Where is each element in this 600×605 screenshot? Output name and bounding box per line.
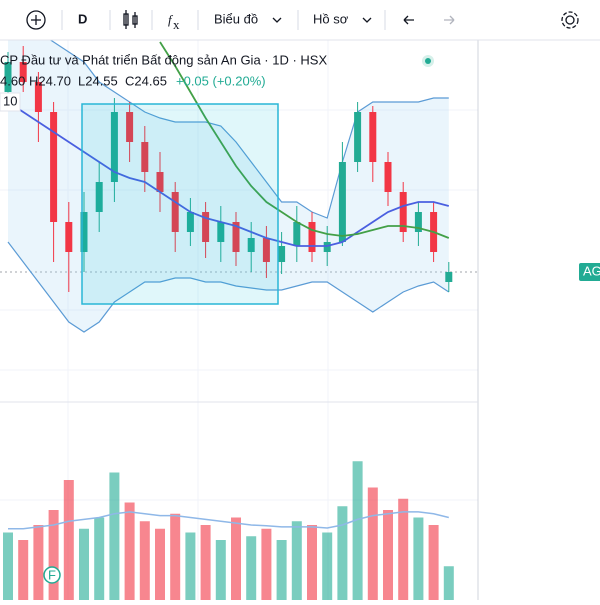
volume-bar [367, 487, 378, 600]
candle-body [262, 238, 270, 262]
undo-button[interactable] [403, 15, 414, 25]
volume-ma [8, 511, 449, 530]
redo-button[interactable] [444, 15, 455, 25]
candle-body [384, 162, 392, 192]
price-tag-bg [579, 263, 600, 281]
volume-bar [428, 525, 439, 600]
candle-body [141, 142, 149, 172]
price-tag: AG [583, 263, 600, 278]
candle-body [399, 192, 407, 232]
interval-button[interactable]: D [78, 11, 87, 26]
volume-bar [215, 540, 226, 600]
volume-bar [398, 498, 409, 600]
candle-body [80, 212, 88, 252]
volume-bar [48, 510, 59, 600]
candle-body [247, 238, 255, 252]
candle-body [126, 112, 134, 142]
ohlc-low: L24.55 [78, 73, 118, 88]
candle-body [50, 112, 58, 222]
volume-bar [155, 528, 165, 600]
volume-bar [63, 480, 74, 600]
event-marker-label: F [48, 567, 56, 582]
candle-body [19, 62, 27, 82]
ohlc-change: +0.05 (+0.20%) [176, 73, 266, 88]
symbol-title: CP Đầu tư và Phát triển Bất động sản An … [0, 52, 327, 67]
volume-bar [124, 502, 135, 600]
candle-body [186, 212, 194, 232]
candle-body [308, 222, 316, 252]
candle-body [354, 112, 362, 162]
candle-body [95, 182, 103, 212]
candle-body [414, 212, 422, 232]
chart-menu[interactable]: Biểu đồ [214, 11, 258, 26]
ohlc-open: 4.60 [0, 73, 25, 88]
volume-bar [276, 540, 287, 600]
candle-body [202, 212, 210, 242]
ohlc-high: H24.70 [29, 73, 71, 88]
band-fill [8, 22, 449, 332]
moving-average [159, 41, 450, 239]
volume-bar [261, 528, 272, 600]
volume-bar [443, 566, 454, 600]
settings-button[interactable] [565, 15, 575, 25]
band-upper [8, 21, 449, 219]
volume-bar [33, 525, 44, 600]
candle-body [156, 172, 164, 192]
event-marker[interactable] [43, 566, 61, 584]
band-lower [7, 241, 450, 333]
plot [3, 21, 454, 600]
indicator-box [0, 92, 21, 112]
profile-menu[interactable]: Hồ sơ [313, 11, 349, 26]
indicators-icon[interactable]: f [168, 12, 174, 27]
candle-body [4, 62, 12, 92]
volume-bar [246, 536, 257, 600]
indicators-icon-sub: x [173, 17, 180, 32]
volume-bar [231, 517, 241, 600]
ohlc-close: C24.65 [125, 73, 167, 88]
volume-bar [337, 506, 348, 600]
volume-bar [322, 532, 333, 600]
candle-body [65, 222, 73, 252]
volume-bar [185, 532, 196, 600]
volume-bar [170, 513, 181, 600]
candle-body [34, 82, 42, 112]
indicator-value: 10 [3, 93, 17, 108]
candle-body [278, 246, 286, 262]
volume-bar [383, 510, 393, 600]
toolbar [0, 0, 600, 40]
candle-body [369, 112, 377, 162]
candle-body [110, 112, 118, 182]
volume-bar [109, 472, 120, 600]
volume-bar [307, 525, 317, 600]
candle-body [445, 272, 453, 282]
candle-body [232, 222, 240, 252]
volume-bar [413, 517, 424, 600]
candle-body [323, 242, 331, 252]
add-symbol-button[interactable] [26, 10, 46, 30]
volume-bar [18, 540, 29, 600]
volume-bar [139, 521, 150, 600]
toolbar-icons [26, 10, 579, 30]
volume-bar [94, 517, 105, 600]
volume-bar [291, 521, 302, 600]
candle-body [171, 192, 179, 232]
volume-bar [352, 461, 363, 600]
volume-bar [79, 528, 89, 600]
candle-body [293, 222, 301, 246]
status-dot [425, 58, 431, 64]
candle-body [338, 162, 346, 242]
volume-bar [200, 525, 211, 600]
rectangle-drawing[interactable] [81, 103, 279, 305]
candle-body [217, 222, 225, 242]
volume-bar [3, 532, 13, 600]
